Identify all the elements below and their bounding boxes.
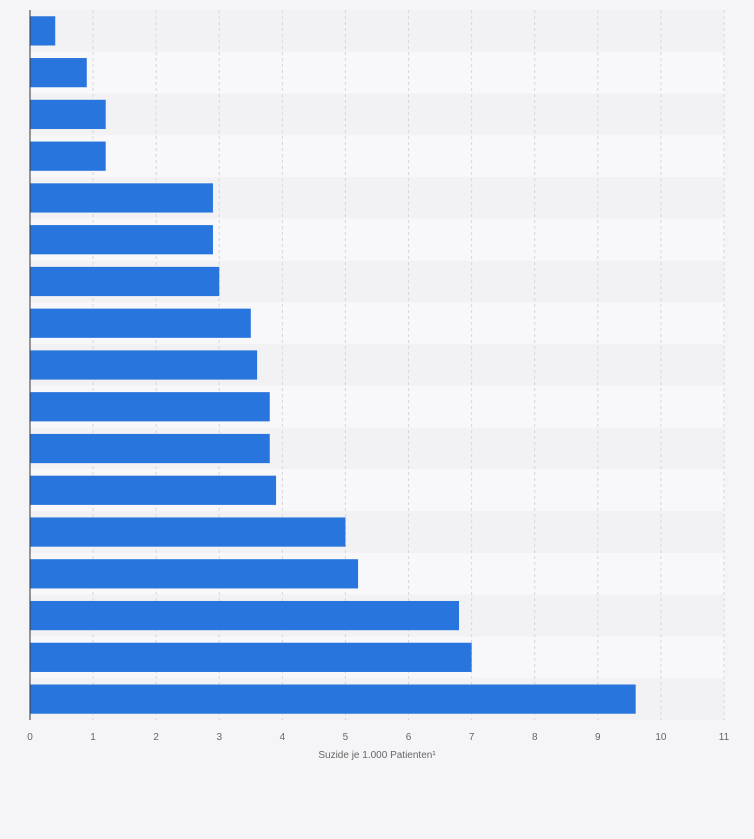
bar[interactable] [30, 392, 270, 422]
x-tick-labels: 0 1 2 3 4 5 6 7 8 9 10 11 [27, 732, 729, 743]
row-band [30, 135, 724, 178]
bars [30, 16, 636, 714]
bar[interactable] [30, 16, 56, 46]
row-band [30, 51, 724, 94]
bar[interactable] [30, 559, 359, 589]
x-tick-label: 5 [343, 732, 349, 743]
bar[interactable] [30, 433, 270, 464]
bar[interactable] [30, 99, 106, 130]
x-tick-label: 9 [595, 732, 601, 743]
x-tick-label: 2 [153, 732, 159, 743]
row-band [30, 10, 724, 52]
bar[interactable] [30, 684, 636, 714]
bar[interactable] [30, 225, 213, 255]
x-tick-label: 6 [406, 732, 412, 743]
row-band [30, 93, 724, 136]
x-tick-label: 4 [280, 732, 286, 743]
x-tick-label: 11 [719, 732, 730, 743]
x-tick-label: 3 [216, 732, 222, 743]
x-tick-label: 8 [532, 732, 538, 743]
bar[interactable] [30, 308, 251, 338]
bar[interactable] [30, 517, 346, 547]
x-tick-label: 1 [90, 732, 96, 743]
bar[interactable] [30, 183, 213, 213]
x-tick-label: 7 [469, 732, 475, 743]
x-tick-label: 10 [655, 732, 667, 743]
bar[interactable] [30, 266, 220, 297]
bar[interactable] [30, 475, 277, 505]
bar[interactable] [30, 58, 87, 88]
bar[interactable] [30, 600, 460, 631]
bar[interactable] [30, 642, 472, 672]
x-axis-title: Suzide je 1.000 Patienten¹ [318, 750, 436, 761]
bar[interactable] [30, 141, 106, 171]
x-tick-label: 0 [27, 732, 33, 743]
bar[interactable] [30, 350, 258, 380]
